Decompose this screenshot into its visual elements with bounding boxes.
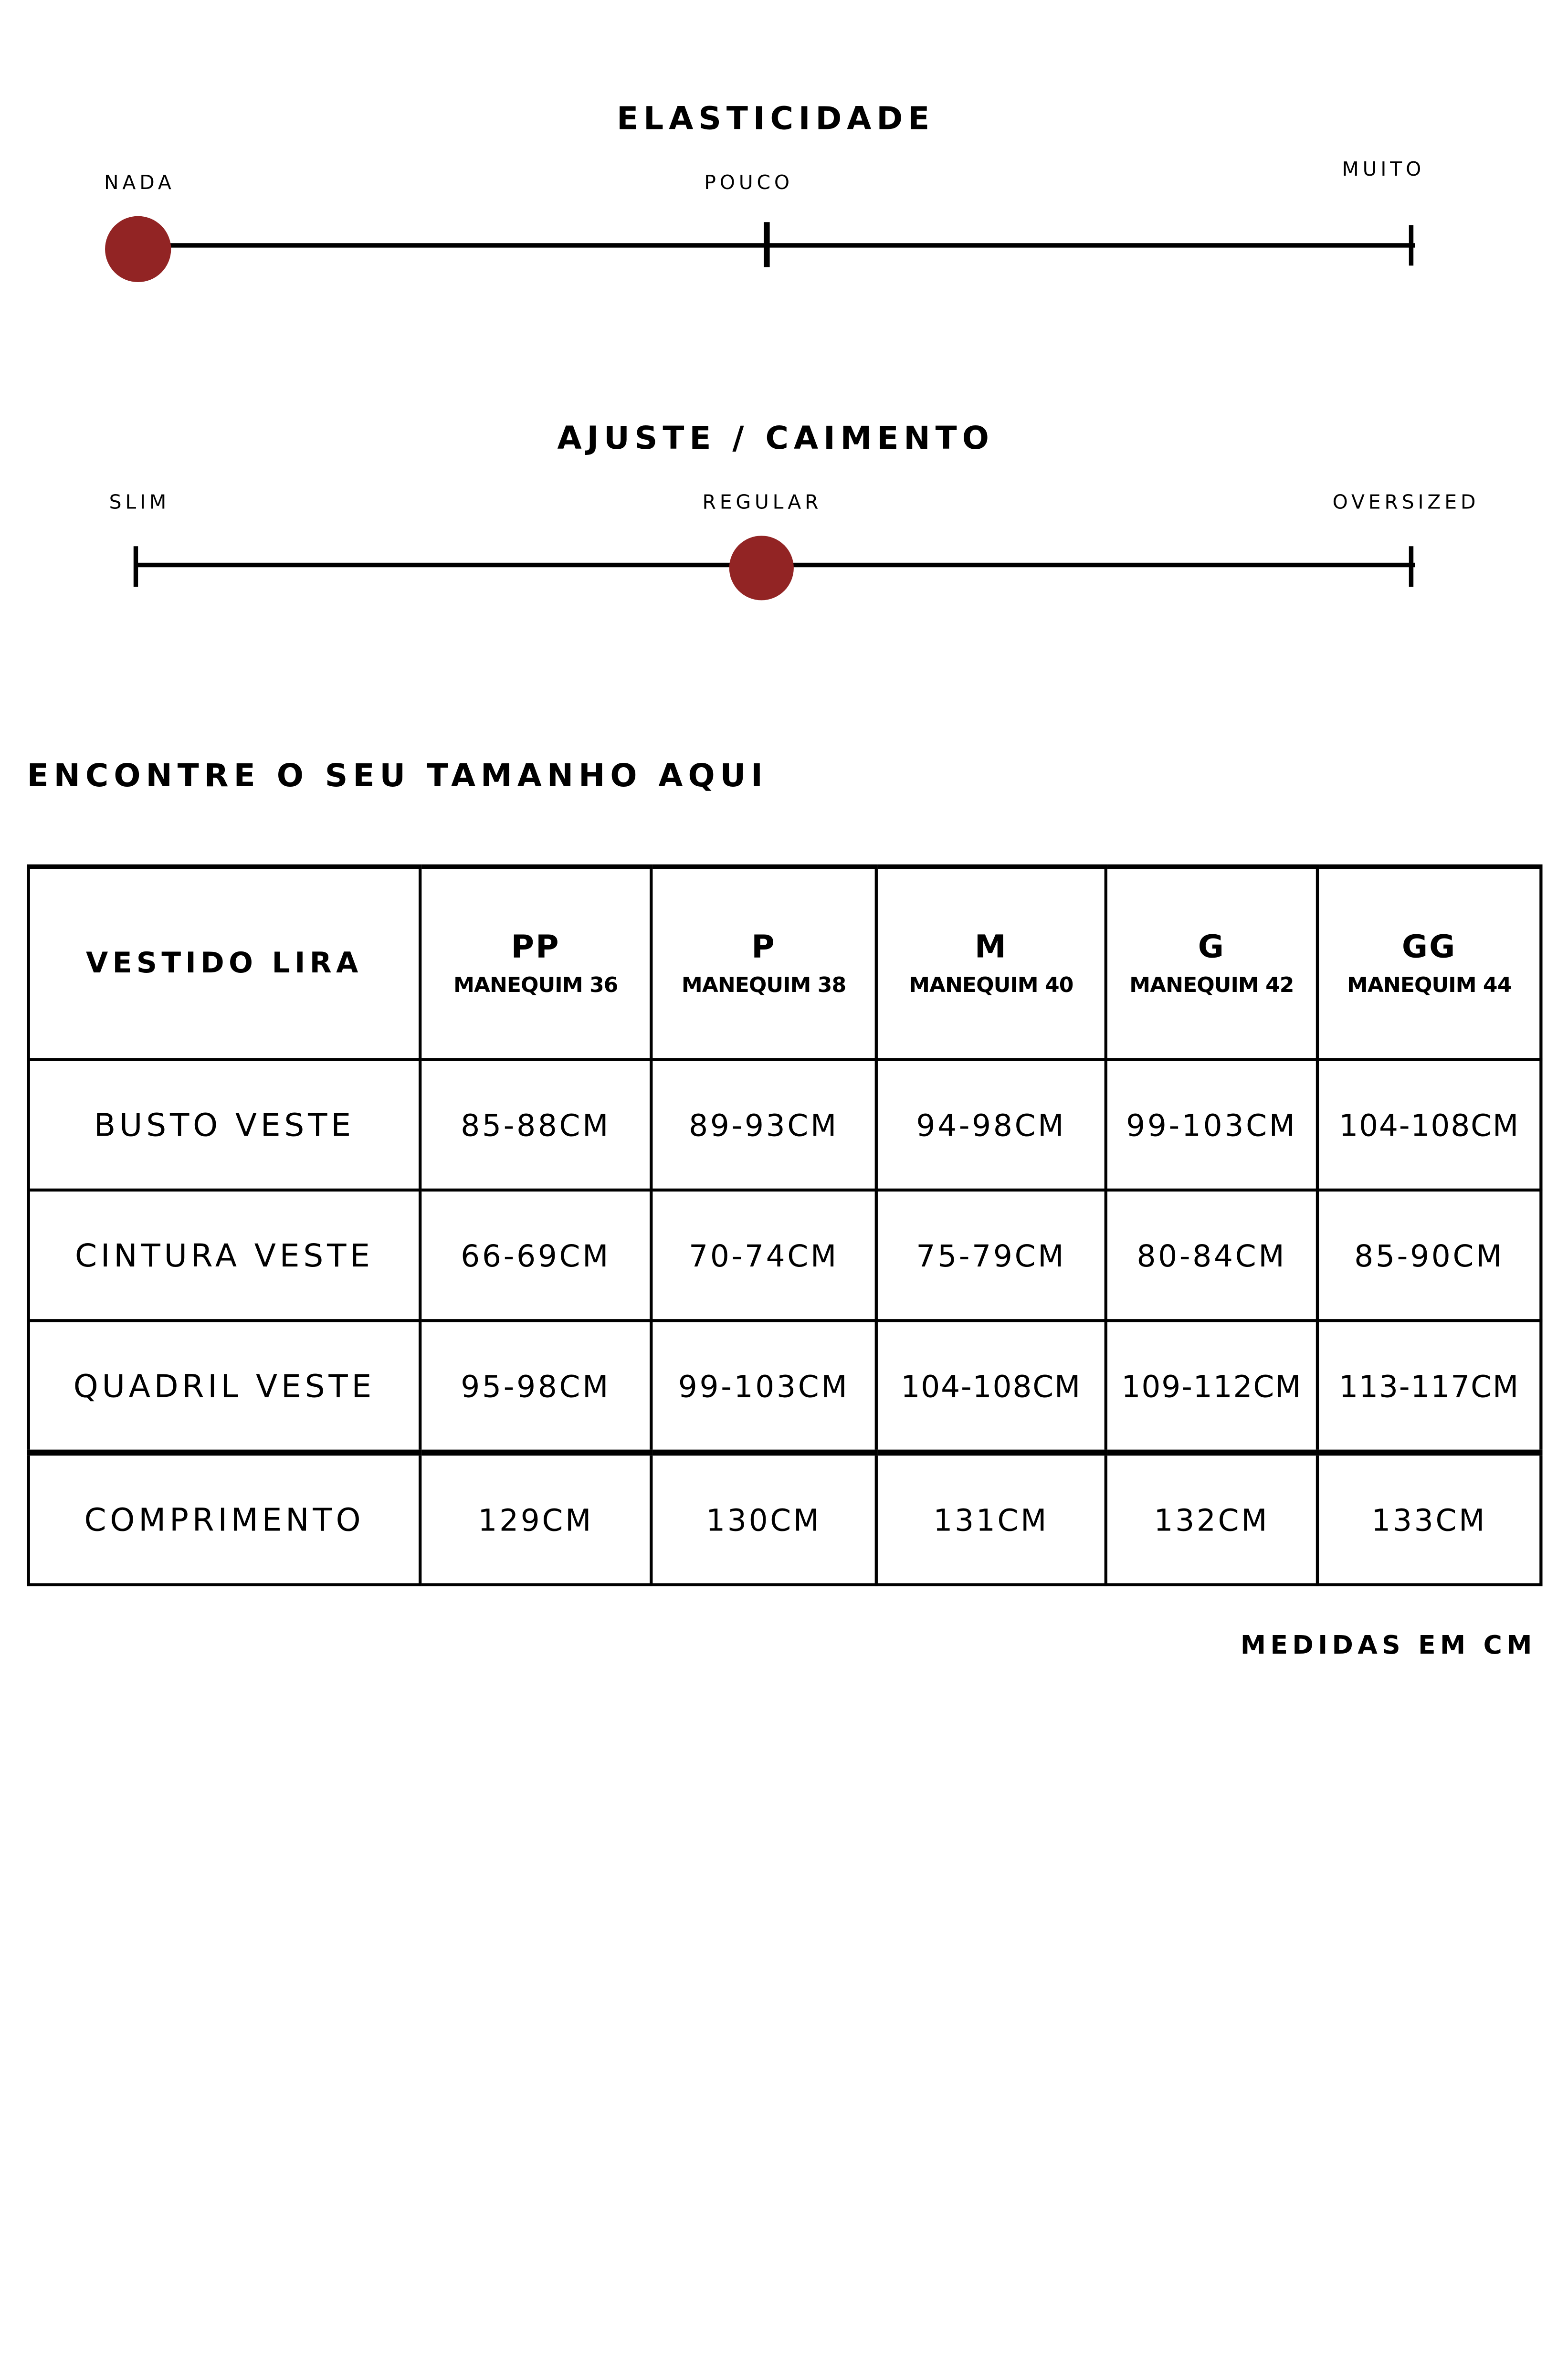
mannequin-label: MANEQUIM 42 [1129, 974, 1294, 998]
elasticity-end-tick [1409, 225, 1414, 266]
measurement-value: 94-98CM [874, 1058, 1107, 1192]
mannequin-label: MANEQUIM 38 [681, 974, 846, 998]
mannequin-label: MANEQUIM 40 [909, 974, 1073, 998]
size-label: P [751, 929, 776, 965]
measurement-value: 113-117CM [1315, 1319, 1543, 1455]
measurement-value: 70-74CM [650, 1188, 878, 1322]
elasticity-label-very: MUITO [1342, 159, 1425, 182]
elasticity-mid-tick [764, 222, 770, 267]
fit-label-regular: REGULAR [702, 492, 822, 515]
table-row: QUADRIL VESTE 95-98CM 99-103CM 104-108CM 109… [27, 1319, 1543, 1455]
measurement-value: 99-103CM [1104, 1058, 1319, 1192]
fit-start-tick [133, 546, 138, 587]
size-header-cell: PP MANEQUIM 36 [419, 864, 653, 1061]
fit-label-oversized: OVERSIZED [1332, 492, 1480, 515]
measurement-value: 132CM [1104, 1449, 1319, 1586]
fit-label-slim: SLIM [109, 492, 170, 515]
table-header-row: VESTIDO LIRA PP MANEQUIM 36 P MANEQUIM 38 … [27, 864, 1543, 1061]
elasticity-title: ELASTICIDADE [617, 100, 935, 137]
measurement-unit-note: MEDIDAS EM CM [1240, 1631, 1536, 1661]
size-header-cell: P MANEQUIM 38 [650, 864, 878, 1061]
size-label: M [974, 929, 1008, 965]
measurement-value: 80-84CM [1104, 1188, 1319, 1322]
measurement-label: QUADRIL VESTE [27, 1319, 422, 1455]
measurement-label: COMPRIMENTO [27, 1449, 422, 1586]
measurement-value: 129CM [419, 1449, 653, 1586]
product-name-cell: VESTIDO LIRA [27, 864, 422, 1061]
size-header-cell: M MANEQUIM 40 [874, 864, 1107, 1061]
elasticity-scale-line [138, 243, 1415, 248]
measurement-value: 109-112CM [1104, 1319, 1319, 1455]
table-row: COMPRIMENTO 129CM 130CM 131CM 132CM 133CM [27, 1449, 1543, 1586]
product-name: VESTIDO LIRA [86, 947, 363, 980]
measurement-value: 95-98CM [419, 1319, 653, 1455]
table-row: CINTURA VESTE 66-69CM 70-74CM 75-79CM 80-84C… [27, 1188, 1543, 1322]
elasticity-marker [105, 216, 171, 282]
elasticity-label-none: NADA [104, 172, 175, 195]
size-label: GG [1401, 929, 1457, 965]
table-row: BUSTO VESTE 85-88CM 89-93CM 94-98CM 99-103CM… [27, 1058, 1543, 1192]
measurement-value: 133CM [1315, 1449, 1543, 1586]
size-section-heading: ENCONTRE O SEU TAMANHO AQUI [27, 758, 768, 794]
size-label: PP [511, 929, 560, 965]
mannequin-label: MANEQUIM 36 [453, 974, 618, 998]
size-label: G [1198, 929, 1226, 965]
size-table: VESTIDO LIRA PP MANEQUIM 36 P MANEQUIM 38 … [27, 864, 1543, 1586]
fit-end-tick [1409, 546, 1414, 587]
measurement-value: 89-93CM [650, 1058, 878, 1192]
measurement-value: 85-90CM [1315, 1188, 1543, 1322]
measurement-value: 104-108CM [874, 1319, 1107, 1455]
measurement-value: 85-88CM [419, 1058, 653, 1192]
size-header-cell: GG MANEQUIM 44 [1315, 864, 1543, 1061]
size-header-cell: G MANEQUIM 42 [1104, 864, 1319, 1061]
measurement-value: 130CM [650, 1449, 878, 1586]
measurement-value: 66-69CM [419, 1188, 653, 1322]
measurement-value: 75-79CM [874, 1188, 1107, 1322]
measurement-value: 131CM [874, 1449, 1107, 1586]
measurement-value: 99-103CM [650, 1319, 878, 1455]
measurement-value: 104-108CM [1315, 1058, 1543, 1192]
mannequin-label: MANEQUIM 44 [1347, 974, 1512, 998]
measurement-label: CINTURA VESTE [27, 1188, 422, 1322]
measurement-label: BUSTO VESTE [27, 1058, 422, 1192]
elasticity-label-little: POUCO [704, 172, 793, 195]
fit-marker [729, 536, 794, 601]
fit-title: AJUSTE / CAIMENTO [557, 420, 994, 456]
